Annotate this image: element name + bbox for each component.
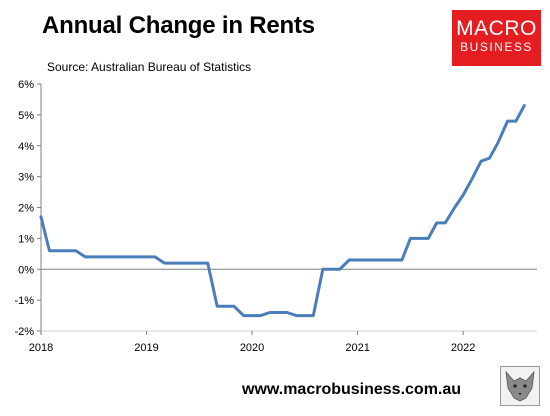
x-tick-label: 2021	[345, 342, 369, 354]
logo-line-1: MACRO	[456, 17, 537, 40]
x-tick-label: 2020	[240, 342, 264, 354]
y-tick-label: 0%	[18, 264, 34, 276]
website-url: www.macrobusiness.com.au	[242, 381, 462, 398]
chart-source: Source: Australian Bureau of Statistics	[47, 60, 252, 74]
y-tick-label: -2%	[14, 326, 34, 338]
logo-line-2: BUSINESS	[460, 40, 533, 54]
macrobusiness-logo: MACRO BUSINESS	[452, 10, 541, 66]
rent-change-series-line	[39, 104, 526, 318]
y-tick-label: 5%	[18, 110, 34, 122]
y-tick-label: 2%	[18, 203, 34, 215]
y-tick-label: 3%	[18, 172, 34, 184]
x-tick-label: 2022	[451, 342, 475, 354]
x-tick-label: 2018	[29, 342, 53, 354]
y-tick-label: 6%	[18, 79, 34, 91]
y-tick-label: -1%	[14, 295, 34, 307]
x-tick-label: 2019	[134, 342, 158, 354]
y-tick-label: 4%	[18, 141, 34, 153]
y-tick-label: 1%	[18, 233, 34, 245]
wolf-logo-icon	[500, 366, 540, 406]
chart-title: Annual Change in Rents	[42, 12, 315, 39]
